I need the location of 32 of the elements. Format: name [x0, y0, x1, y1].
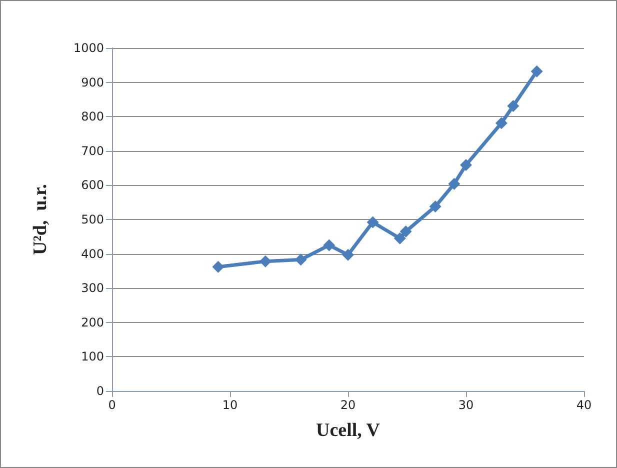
point: [259, 255, 272, 268]
x-tick-label: 30: [458, 398, 474, 412]
y-tick-label: 700: [81, 144, 104, 158]
point: [366, 216, 379, 228]
y-tick-label: 500: [81, 212, 104, 226]
point: [394, 232, 406, 244]
y-axis-title: U²d, u.r.: [30, 184, 51, 255]
x-tick-label: 40: [576, 398, 592, 412]
point: [429, 200, 442, 212]
x-tick-label: 20: [340, 398, 356, 412]
y-tick-label: 0: [96, 384, 104, 398]
point: [212, 260, 224, 273]
y-tick-label: 600: [81, 178, 104, 192]
x-axis-title: Ucell, V: [316, 420, 380, 441]
y-tick-label: 1000: [73, 41, 104, 55]
x-tick-label: 10: [222, 398, 238, 412]
y-tick-label: 300: [81, 281, 104, 296]
point: [530, 65, 543, 78]
y-tick-label: 900: [81, 75, 104, 90]
point: [495, 117, 508, 130]
point: [342, 248, 354, 261]
point: [460, 158, 472, 171]
point: [294, 254, 307, 266]
point: [400, 226, 412, 238]
x-tick-label: 0: [108, 398, 116, 412]
point: [448, 178, 460, 190]
y-tick-label: 400: [81, 246, 104, 261]
point: [507, 100, 520, 112]
y-tick-label: 800: [81, 110, 104, 124]
point: [323, 239, 336, 252]
y-tick-label: 200: [81, 315, 104, 330]
y-tick-label: 100: [81, 350, 104, 364]
